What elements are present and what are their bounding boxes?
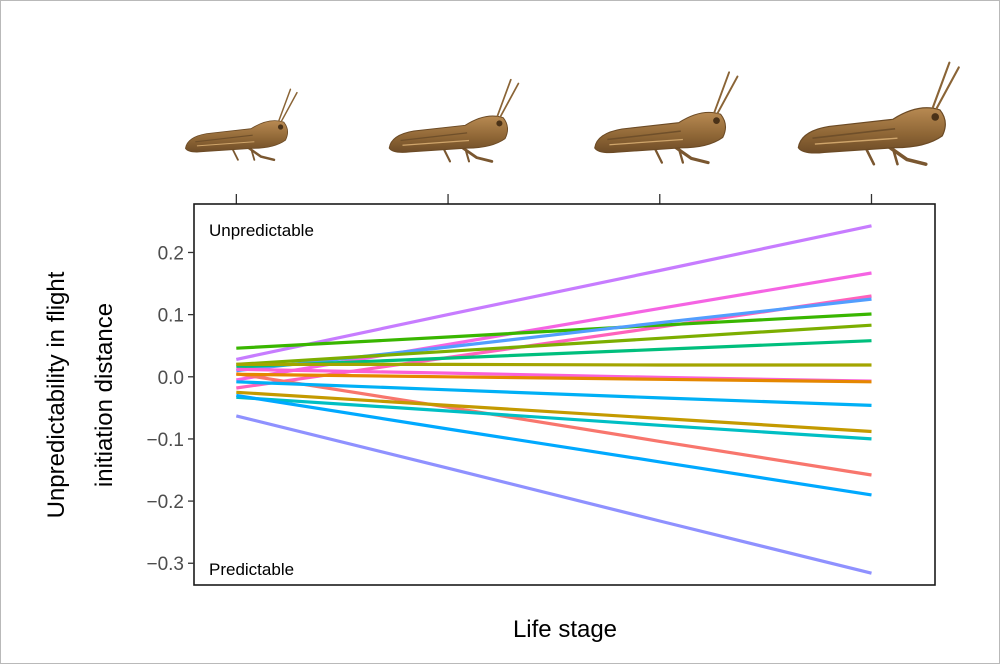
- y-tick-label: −0.2: [146, 492, 184, 513]
- annotation-predictable: Predictable: [209, 560, 294, 579]
- y-tick-label: 0.2: [158, 243, 184, 264]
- y-axis: 0.2 0.1 0.0 −0.1 −0.2 −0.3: [146, 243, 194, 575]
- series-line: [236, 339, 872, 369]
- y-tick-label: −0.1: [146, 430, 184, 451]
- y-axis-title-line-2: initiation distance: [91, 303, 118, 487]
- grasshopper-stage-4: [797, 61, 960, 166]
- x-axis-title: Life stage: [513, 616, 617, 643]
- grasshopper-stage-1: [185, 88, 298, 162]
- annotation-unpredictable: Unpredictable: [209, 221, 314, 240]
- top-axis-ticks: [235, 194, 873, 204]
- series-line: [235, 414, 872, 575]
- grasshopper-stage-3: [594, 71, 739, 165]
- y-axis-title-line-1: Unpredictability in flight: [43, 271, 70, 518]
- y-tick-label: 0.1: [158, 306, 184, 327]
- series-line: [236, 390, 872, 434]
- series-line: [236, 393, 872, 497]
- series-line: [236, 362, 872, 367]
- series-line: [236, 372, 872, 477]
- series-line: [236, 372, 872, 384]
- y-tick-label: −0.3: [146, 554, 184, 575]
- y-tick-label: 0.0: [158, 368, 184, 389]
- series-line: [236, 312, 872, 350]
- series-lines: [235, 224, 872, 575]
- series-line: [235, 224, 872, 361]
- series-line: [236, 380, 872, 407]
- series-line: [236, 323, 872, 366]
- series-line: [236, 395, 872, 441]
- grasshopper-stage-2: [388, 78, 520, 163]
- grasshopper-illustrations: [185, 61, 960, 166]
